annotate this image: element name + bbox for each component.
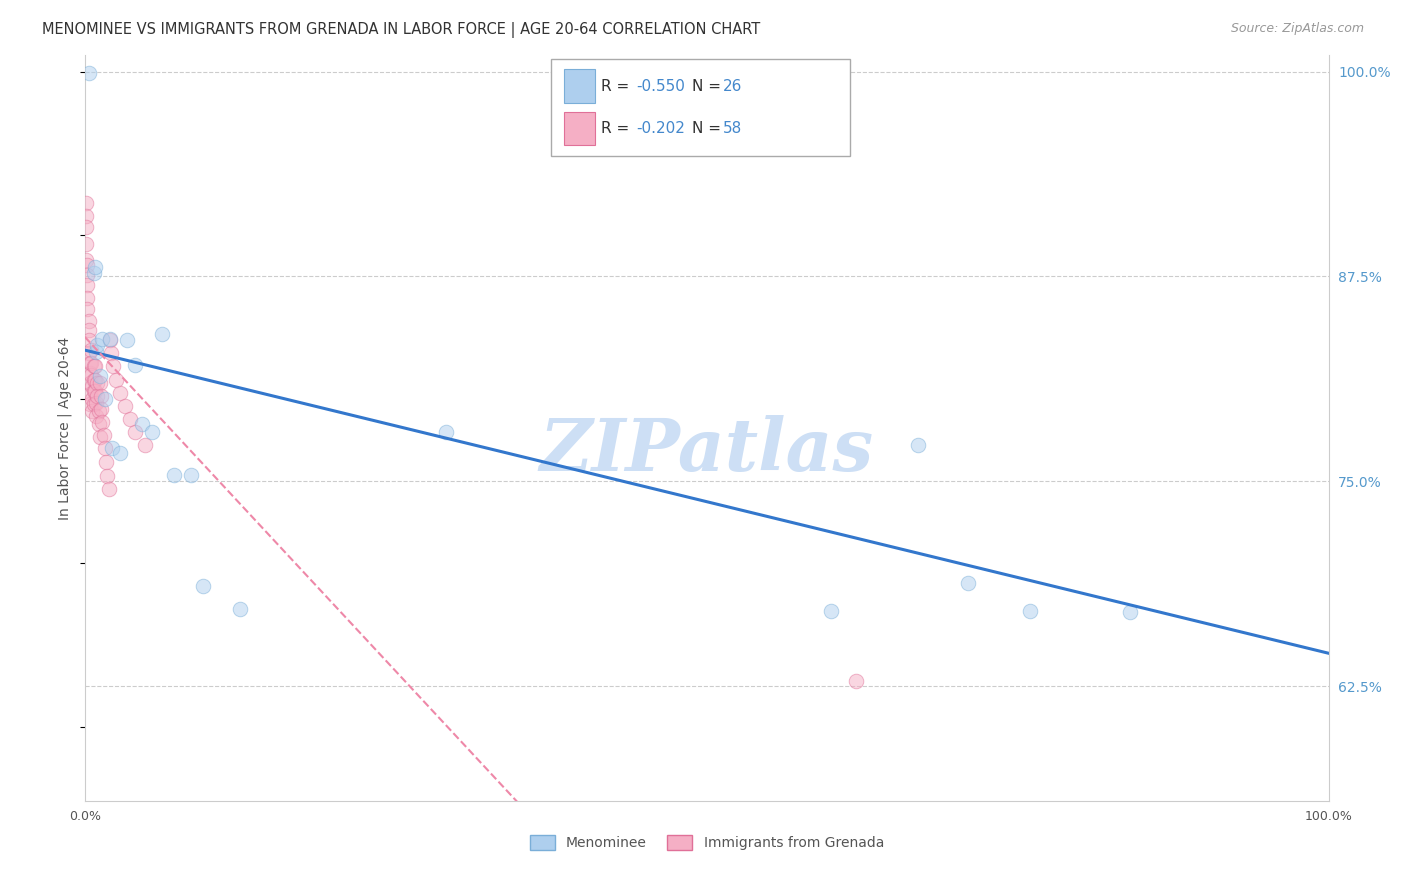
- Point: [75, 209, 97, 223]
- Point: [94, 442, 117, 456]
- Point: [84, 409, 107, 423]
- Point: [77, 323, 100, 337]
- Point: [82, 379, 104, 393]
- Point: [84, 344, 107, 359]
- Text: MENOMINEE VS IMMIGRANTS FROM GRENADA IN LABOR FORCE | AGE 20-64 CORRELATION CHAR: MENOMINEE VS IMMIGRANTS FROM GRENADA IN …: [42, 22, 761, 38]
- Point: [83, 359, 105, 374]
- Point: [82, 392, 104, 407]
- Point: [191, 579, 214, 593]
- Point: [163, 467, 186, 482]
- Point: [80, 356, 103, 370]
- Point: [98, 333, 121, 347]
- Point: [134, 438, 156, 452]
- Point: [104, 373, 127, 387]
- Text: R =: R =: [600, 78, 634, 94]
- Point: [82, 403, 104, 417]
- Point: [77, 313, 100, 327]
- Point: [845, 674, 868, 689]
- Point: [86, 376, 108, 390]
- Text: -0.202: -0.202: [636, 121, 685, 136]
- Point: [89, 376, 111, 390]
- Point: [90, 402, 112, 417]
- Point: [76, 258, 98, 272]
- Point: [83, 373, 105, 387]
- Text: N =: N =: [692, 121, 725, 136]
- Point: [94, 454, 117, 468]
- Point: [79, 376, 101, 390]
- Point: [131, 417, 153, 431]
- Point: [97, 483, 120, 497]
- Text: N =: N =: [692, 78, 725, 94]
- Point: [141, 425, 163, 439]
- Point: [907, 438, 929, 452]
- Point: [79, 387, 101, 401]
- Text: ZIPatlas: ZIPatlas: [540, 415, 873, 486]
- Point: [89, 430, 111, 444]
- Point: [80, 368, 103, 382]
- Point: [79, 397, 101, 411]
- Point: [83, 260, 105, 274]
- Point: [75, 195, 97, 210]
- Point: [75, 220, 97, 235]
- Point: [820, 604, 842, 618]
- Point: [124, 358, 146, 372]
- Point: [83, 397, 105, 411]
- Point: [83, 359, 105, 374]
- Point: [79, 356, 101, 370]
- Point: [83, 384, 105, 398]
- Point: [94, 392, 117, 407]
- Point: [87, 417, 110, 431]
- Text: 26: 26: [723, 78, 742, 94]
- Point: [75, 236, 97, 251]
- Point: [434, 425, 457, 439]
- Point: [77, 333, 100, 347]
- Point: [83, 373, 105, 387]
- Point: [100, 346, 122, 360]
- Point: [76, 268, 98, 282]
- Point: [124, 425, 146, 439]
- Point: [89, 369, 111, 384]
- Point: [114, 399, 136, 413]
- Point: [108, 446, 131, 460]
- Text: R =: R =: [600, 121, 634, 136]
- Text: 58: 58: [723, 121, 742, 136]
- Point: [75, 252, 97, 267]
- Point: [229, 602, 252, 616]
- Legend: Menominee, Immigrants from Grenada: Menominee, Immigrants from Grenada: [523, 829, 891, 857]
- Point: [956, 575, 979, 590]
- Point: [91, 415, 114, 429]
- Point: [96, 469, 118, 483]
- Y-axis label: In Labor Force | Age 20-64: In Labor Force | Age 20-64: [58, 336, 72, 519]
- Point: [76, 302, 98, 317]
- Point: [87, 403, 110, 417]
- Point: [77, 346, 100, 360]
- Point: [84, 395, 107, 409]
- Point: [86, 389, 108, 403]
- Point: [83, 384, 105, 398]
- Point: [103, 359, 125, 374]
- Point: [86, 338, 108, 352]
- Point: [90, 389, 112, 403]
- Point: [98, 332, 121, 346]
- Point: [180, 467, 202, 482]
- Point: [83, 266, 105, 280]
- Text: -0.550: -0.550: [636, 78, 685, 94]
- Point: [93, 428, 115, 442]
- Point: [77, 66, 100, 80]
- Point: [76, 291, 98, 305]
- Point: [76, 277, 98, 292]
- Point: [1019, 604, 1042, 618]
- Point: [150, 326, 173, 341]
- Point: [80, 343, 103, 357]
- Point: [79, 366, 101, 380]
- Point: [1118, 605, 1140, 619]
- Point: [118, 412, 141, 426]
- Point: [108, 385, 131, 400]
- Text: Source: ZipAtlas.com: Source: ZipAtlas.com: [1230, 22, 1364, 36]
- Point: [101, 442, 124, 456]
- Point: [115, 333, 138, 347]
- Point: [91, 332, 114, 346]
